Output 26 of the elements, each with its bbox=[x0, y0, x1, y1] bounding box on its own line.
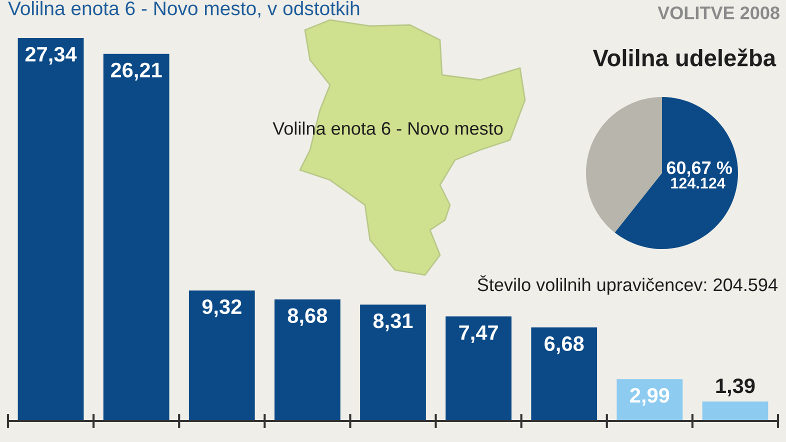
pie-slice bbox=[614, 97, 738, 249]
bar bbox=[18, 38, 84, 421]
data-label: 6,68 bbox=[544, 336, 584, 354]
bar bbox=[188, 290, 255, 421]
annotation: 124.124 bbox=[671, 178, 726, 188]
bar bbox=[360, 304, 426, 421]
bar bbox=[274, 299, 340, 421]
annotation: Volilna enota 6 - Novo mesto bbox=[272, 122, 503, 135]
data-label: 1,39 bbox=[716, 378, 755, 396]
chart-title: Volilna enota 6 - Novo mesto, v odstotkih bbox=[8, 1, 360, 18]
data-label: 60,67 % bbox=[666, 161, 732, 177]
data-label: 2,99 bbox=[630, 388, 670, 406]
bar bbox=[531, 327, 598, 421]
data-label: 7,47 bbox=[459, 325, 498, 344]
data-label: 27,34 bbox=[25, 46, 77, 65]
data-label: 8,68 bbox=[288, 308, 328, 326]
bar bbox=[103, 54, 170, 421]
chart-title: Volilna udeležba bbox=[592, 48, 776, 66]
bar bbox=[446, 316, 512, 421]
data-label: 9,32 bbox=[202, 299, 242, 318]
pie-slice bbox=[586, 97, 662, 233]
text: VOLITVE 2008 bbox=[658, 6, 780, 20]
annotation: Število volilnih upravičencev: 204.594 bbox=[478, 275, 778, 295]
bar bbox=[702, 402, 768, 421]
data-label: 8,31 bbox=[373, 313, 413, 332]
data-label: 26,21 bbox=[110, 62, 162, 80]
